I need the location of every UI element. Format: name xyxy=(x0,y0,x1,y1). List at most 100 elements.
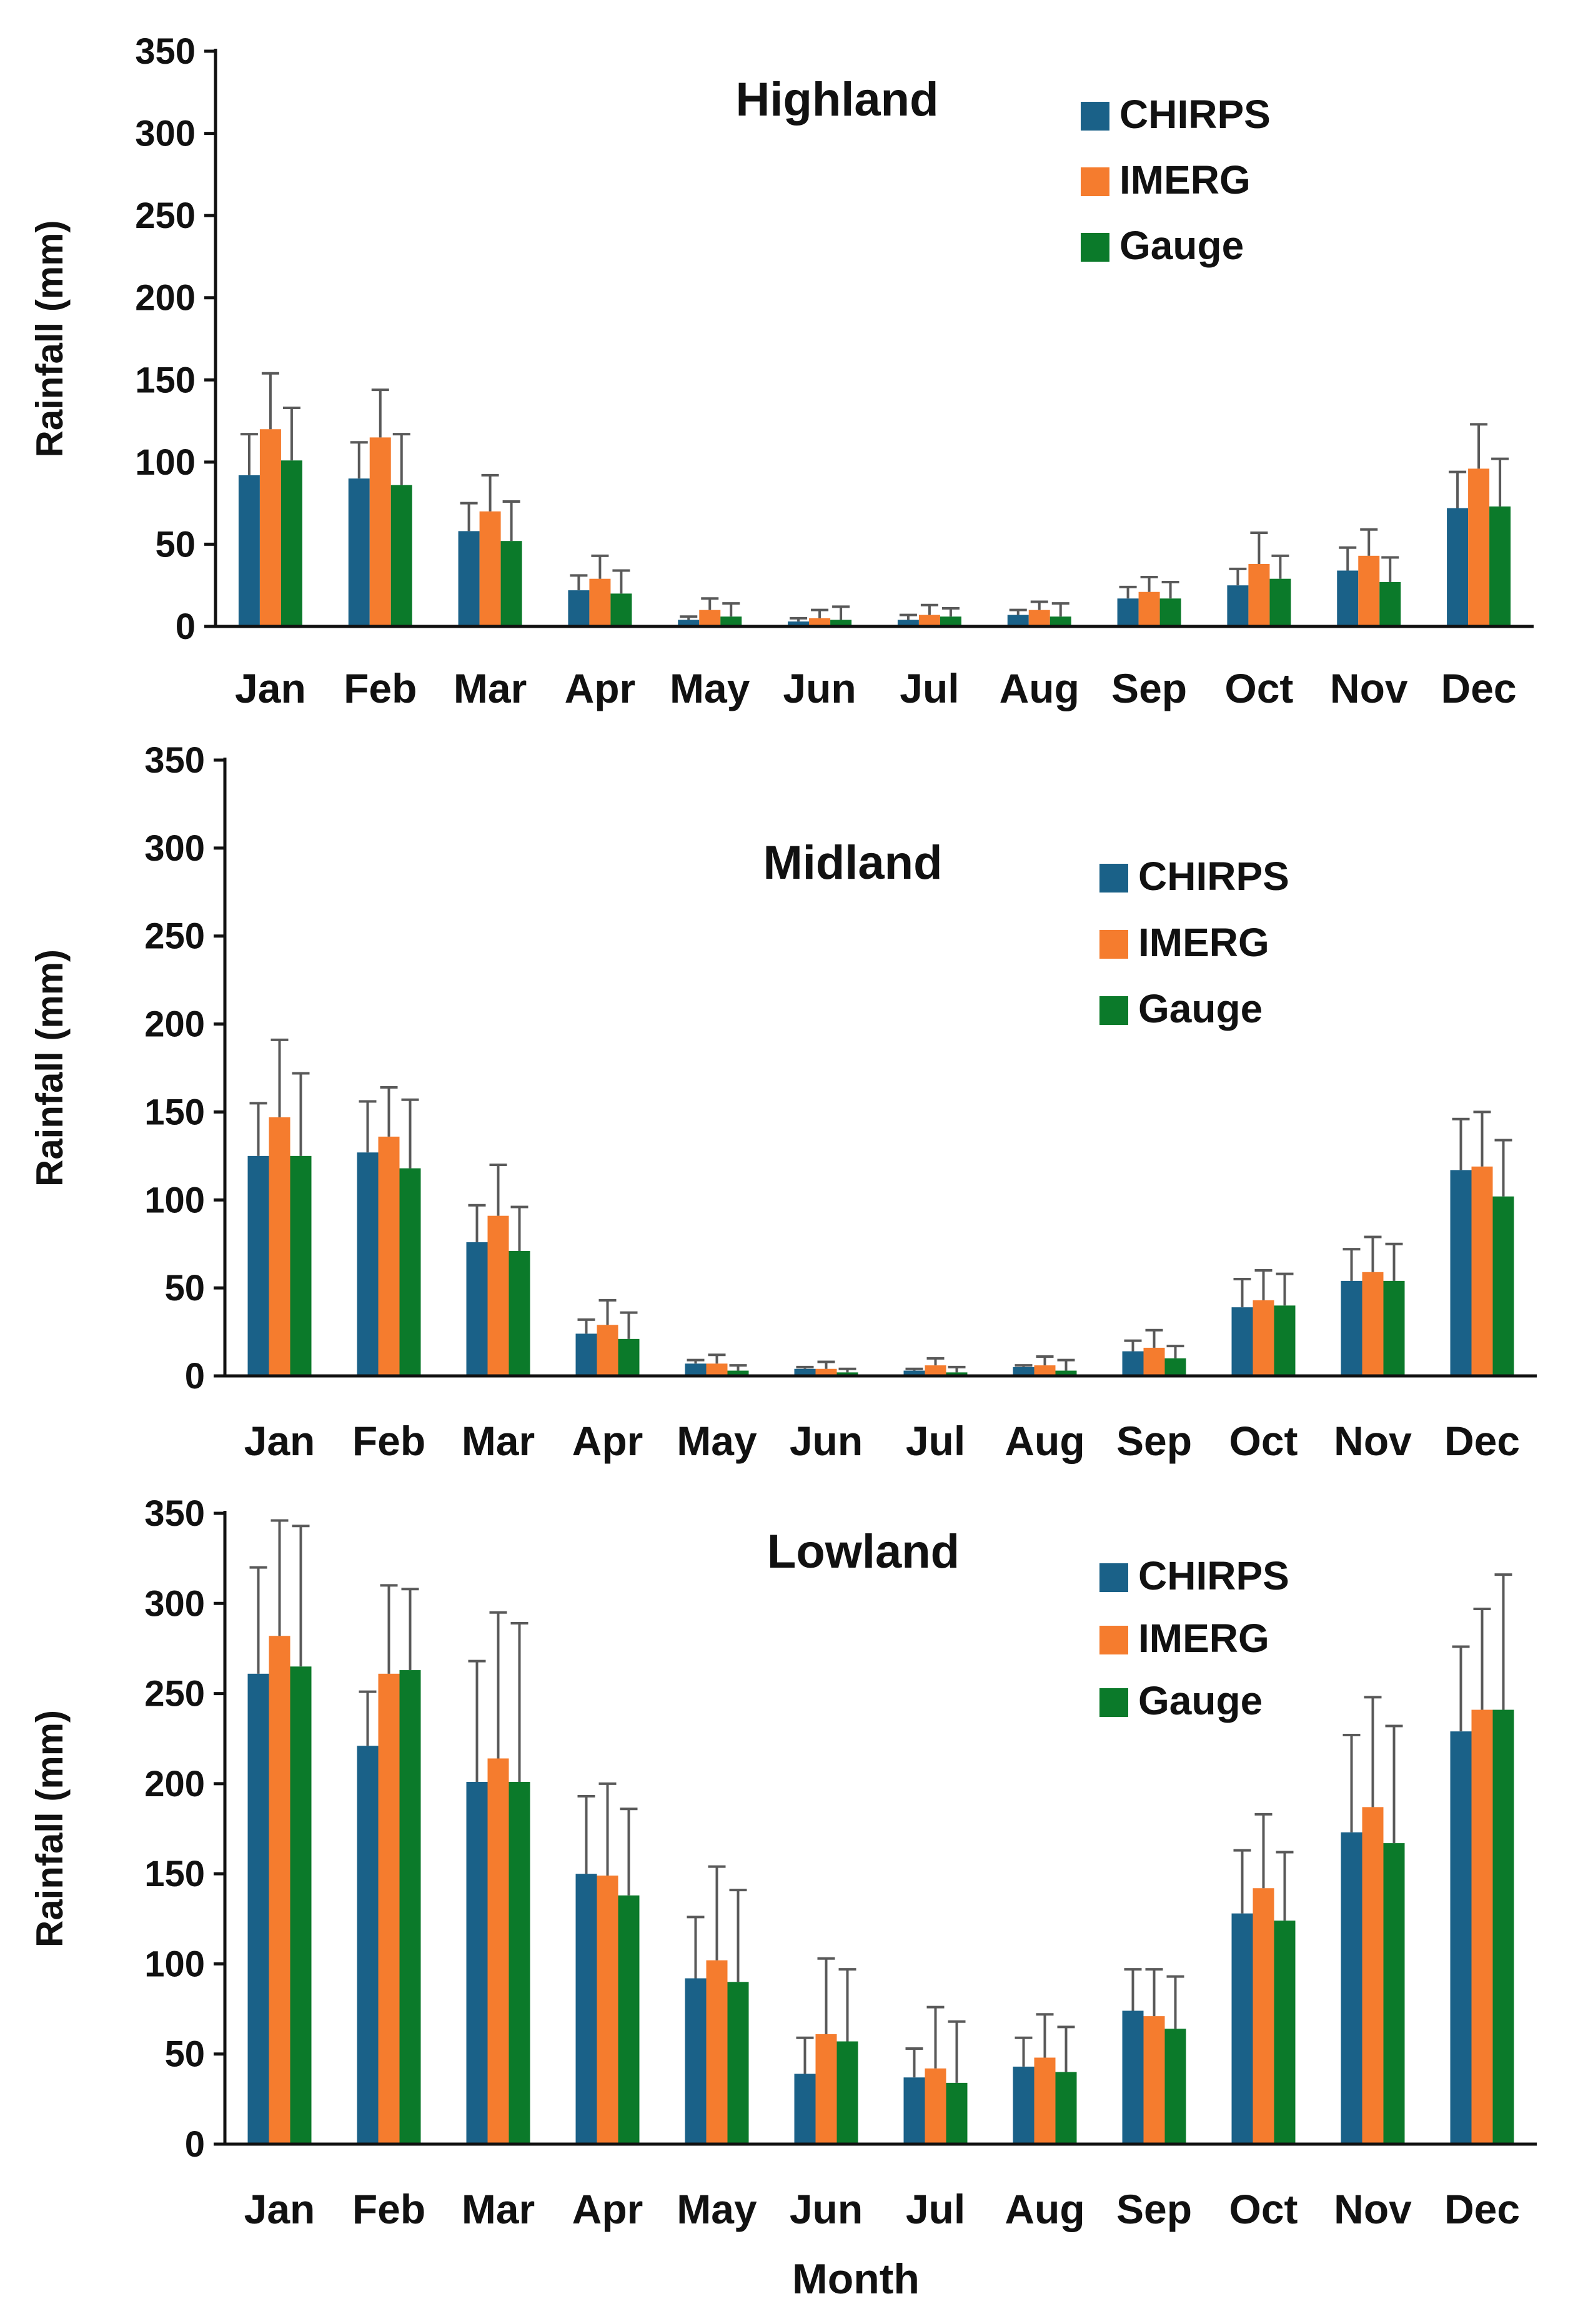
x-tick-label-jun: Jun xyxy=(783,665,856,711)
bar-gauge-may xyxy=(727,1370,749,1376)
bar-imerg-nov xyxy=(1362,1272,1384,1376)
y-tick-label: 0 xyxy=(185,1356,205,1397)
bar-gauge-jan xyxy=(290,1155,312,1376)
x-tick-label-may: May xyxy=(670,665,750,711)
y-tick-label: 300 xyxy=(135,114,196,154)
bar-chirps-may xyxy=(685,1363,707,1376)
bar-chirps-may xyxy=(678,620,700,626)
bar-gauge-jun xyxy=(830,620,852,626)
y-tick-label: 150 xyxy=(135,360,196,400)
bar-imerg-jul xyxy=(925,2068,946,2144)
x-tick-label-jun: Jun xyxy=(790,2186,863,2232)
bar-gauge-sep xyxy=(1159,598,1181,626)
x-tick-label-oct: Oct xyxy=(1229,1418,1298,1464)
bar-chirps-may xyxy=(685,1978,707,2144)
bar-chirps-feb xyxy=(357,1152,379,1376)
bar-chirps-oct xyxy=(1231,1913,1253,2144)
bar-chirps-mar xyxy=(466,1242,488,1376)
bar-chirps-sep xyxy=(1117,598,1139,626)
bar-gauge-apr xyxy=(618,1895,640,2144)
bar-imerg-jul xyxy=(925,1365,946,1376)
y-tick-label: 300 xyxy=(144,828,205,869)
bar-imerg-may xyxy=(706,1363,728,1376)
bar-gauge-nov xyxy=(1379,581,1401,626)
bar-imerg-mar xyxy=(487,1758,509,2144)
legend-label-chirps: CHIRPS xyxy=(1119,92,1271,137)
chart-panel-midland: 0 50 100 150 200 250 300 350 Jan Feb Mar Apr May Jun J… xyxy=(29,740,1537,1464)
x-tick-label-oct: Oct xyxy=(1229,2186,1298,2232)
x-tick-label-apr: Apr xyxy=(572,2186,643,2232)
x-tick-label-sep: Sep xyxy=(1111,665,1187,711)
bar-gauge-apr xyxy=(610,593,632,626)
bar-gauge-feb xyxy=(399,1670,421,2144)
bar-gauge-oct xyxy=(1274,1921,1296,2144)
bar-imerg-feb xyxy=(378,1136,400,1376)
legend-swatch-chirps xyxy=(1099,1563,1128,1592)
x-tick-label-jul: Jul xyxy=(900,665,959,711)
bar-gauge-feb xyxy=(390,485,412,626)
panels: 0 50 100 150 200 250 300 350 Jan Feb Mar Apr May Jun J… xyxy=(29,31,1537,2232)
x-tick-label-may: May xyxy=(677,1418,757,1464)
bar-imerg-dec xyxy=(1471,1166,1493,1376)
x-tick-label-feb: Feb xyxy=(352,2186,425,2232)
x-tick-label-jun: Jun xyxy=(790,1418,863,1464)
x-tick-label-oct: Oct xyxy=(1224,665,1293,711)
bar-chirps-jan xyxy=(238,475,260,626)
legend-swatch-imerg xyxy=(1099,930,1128,959)
bar-chirps-dec xyxy=(1450,1170,1472,1376)
bar-gauge-mar xyxy=(500,541,522,626)
bar-chirps-nov xyxy=(1337,570,1359,626)
x-tick-label-feb: Feb xyxy=(352,1418,425,1464)
bar-gauge-jul xyxy=(940,616,961,626)
bar-gauge-dec xyxy=(1492,1709,1514,2144)
bar-chirps-mar xyxy=(466,1781,488,2144)
bar-chirps-jan xyxy=(247,1673,269,2144)
bar-imerg-jan xyxy=(269,1117,290,1376)
legend-swatch-chirps xyxy=(1099,864,1128,893)
x-tick-label-nov: Nov xyxy=(1330,665,1408,711)
bar-chirps-aug xyxy=(1013,1367,1035,1376)
bar-gauge-sep xyxy=(1164,1358,1186,1376)
x-tick-label-jan: Jan xyxy=(235,665,306,711)
bar-imerg-may xyxy=(699,610,721,626)
bar-gauge-mar xyxy=(509,1781,530,2144)
chart-title: Highland xyxy=(735,73,938,126)
y-tick-label: 200 xyxy=(144,1764,205,1804)
bar-gauge-aug xyxy=(1050,616,1071,626)
x-tick-label-dec: Dec xyxy=(1441,665,1517,711)
y-tick-label: 100 xyxy=(135,442,196,483)
bar-imerg-sep xyxy=(1143,1347,1165,1376)
y-axis-title: Rainfall (mm) xyxy=(29,949,71,1187)
bar-imerg-feb xyxy=(378,1673,400,2144)
bar-gauge-may xyxy=(727,1982,749,2144)
bar-chirps-apr xyxy=(568,590,590,626)
bar-chirps-dec xyxy=(1450,1731,1472,2144)
bar-chirps-oct xyxy=(1227,585,1249,626)
y-tick-label: 0 xyxy=(176,606,196,647)
bar-imerg-jun xyxy=(815,2034,837,2144)
x-tick-label-may: May xyxy=(677,2186,757,2232)
bar-chirps-jul xyxy=(903,2077,925,2144)
x-tick-label-mar: Mar xyxy=(454,665,527,711)
bar-imerg-oct xyxy=(1253,1300,1274,1376)
bar-chirps-mar xyxy=(458,531,480,626)
bar-imerg-jul xyxy=(918,615,940,626)
y-tick-label: 350 xyxy=(144,740,205,781)
y-tick-label: 350 xyxy=(135,31,196,72)
chart-title: Midland xyxy=(763,836,942,889)
bar-imerg-dec xyxy=(1471,1709,1493,2144)
bar-imerg-sep xyxy=(1143,2016,1165,2144)
legend-label-chirps: CHIRPS xyxy=(1138,854,1289,899)
bar-imerg-aug xyxy=(1034,2057,1056,2144)
bar-imerg-mar xyxy=(479,511,501,626)
bar-imerg-oct xyxy=(1248,564,1270,626)
bar-gauge-apr xyxy=(618,1338,640,1376)
x-tick-label-apr: Apr xyxy=(572,1418,643,1464)
bar-imerg-feb xyxy=(369,437,391,626)
bar-gauge-jan xyxy=(280,460,302,626)
x-tick-label-aug: Aug xyxy=(1005,1418,1084,1464)
bar-gauge-may xyxy=(720,616,742,626)
legend-swatch-imerg xyxy=(1099,1626,1128,1654)
legend: CHIRPS IMERG Gauge xyxy=(1099,854,1289,1031)
